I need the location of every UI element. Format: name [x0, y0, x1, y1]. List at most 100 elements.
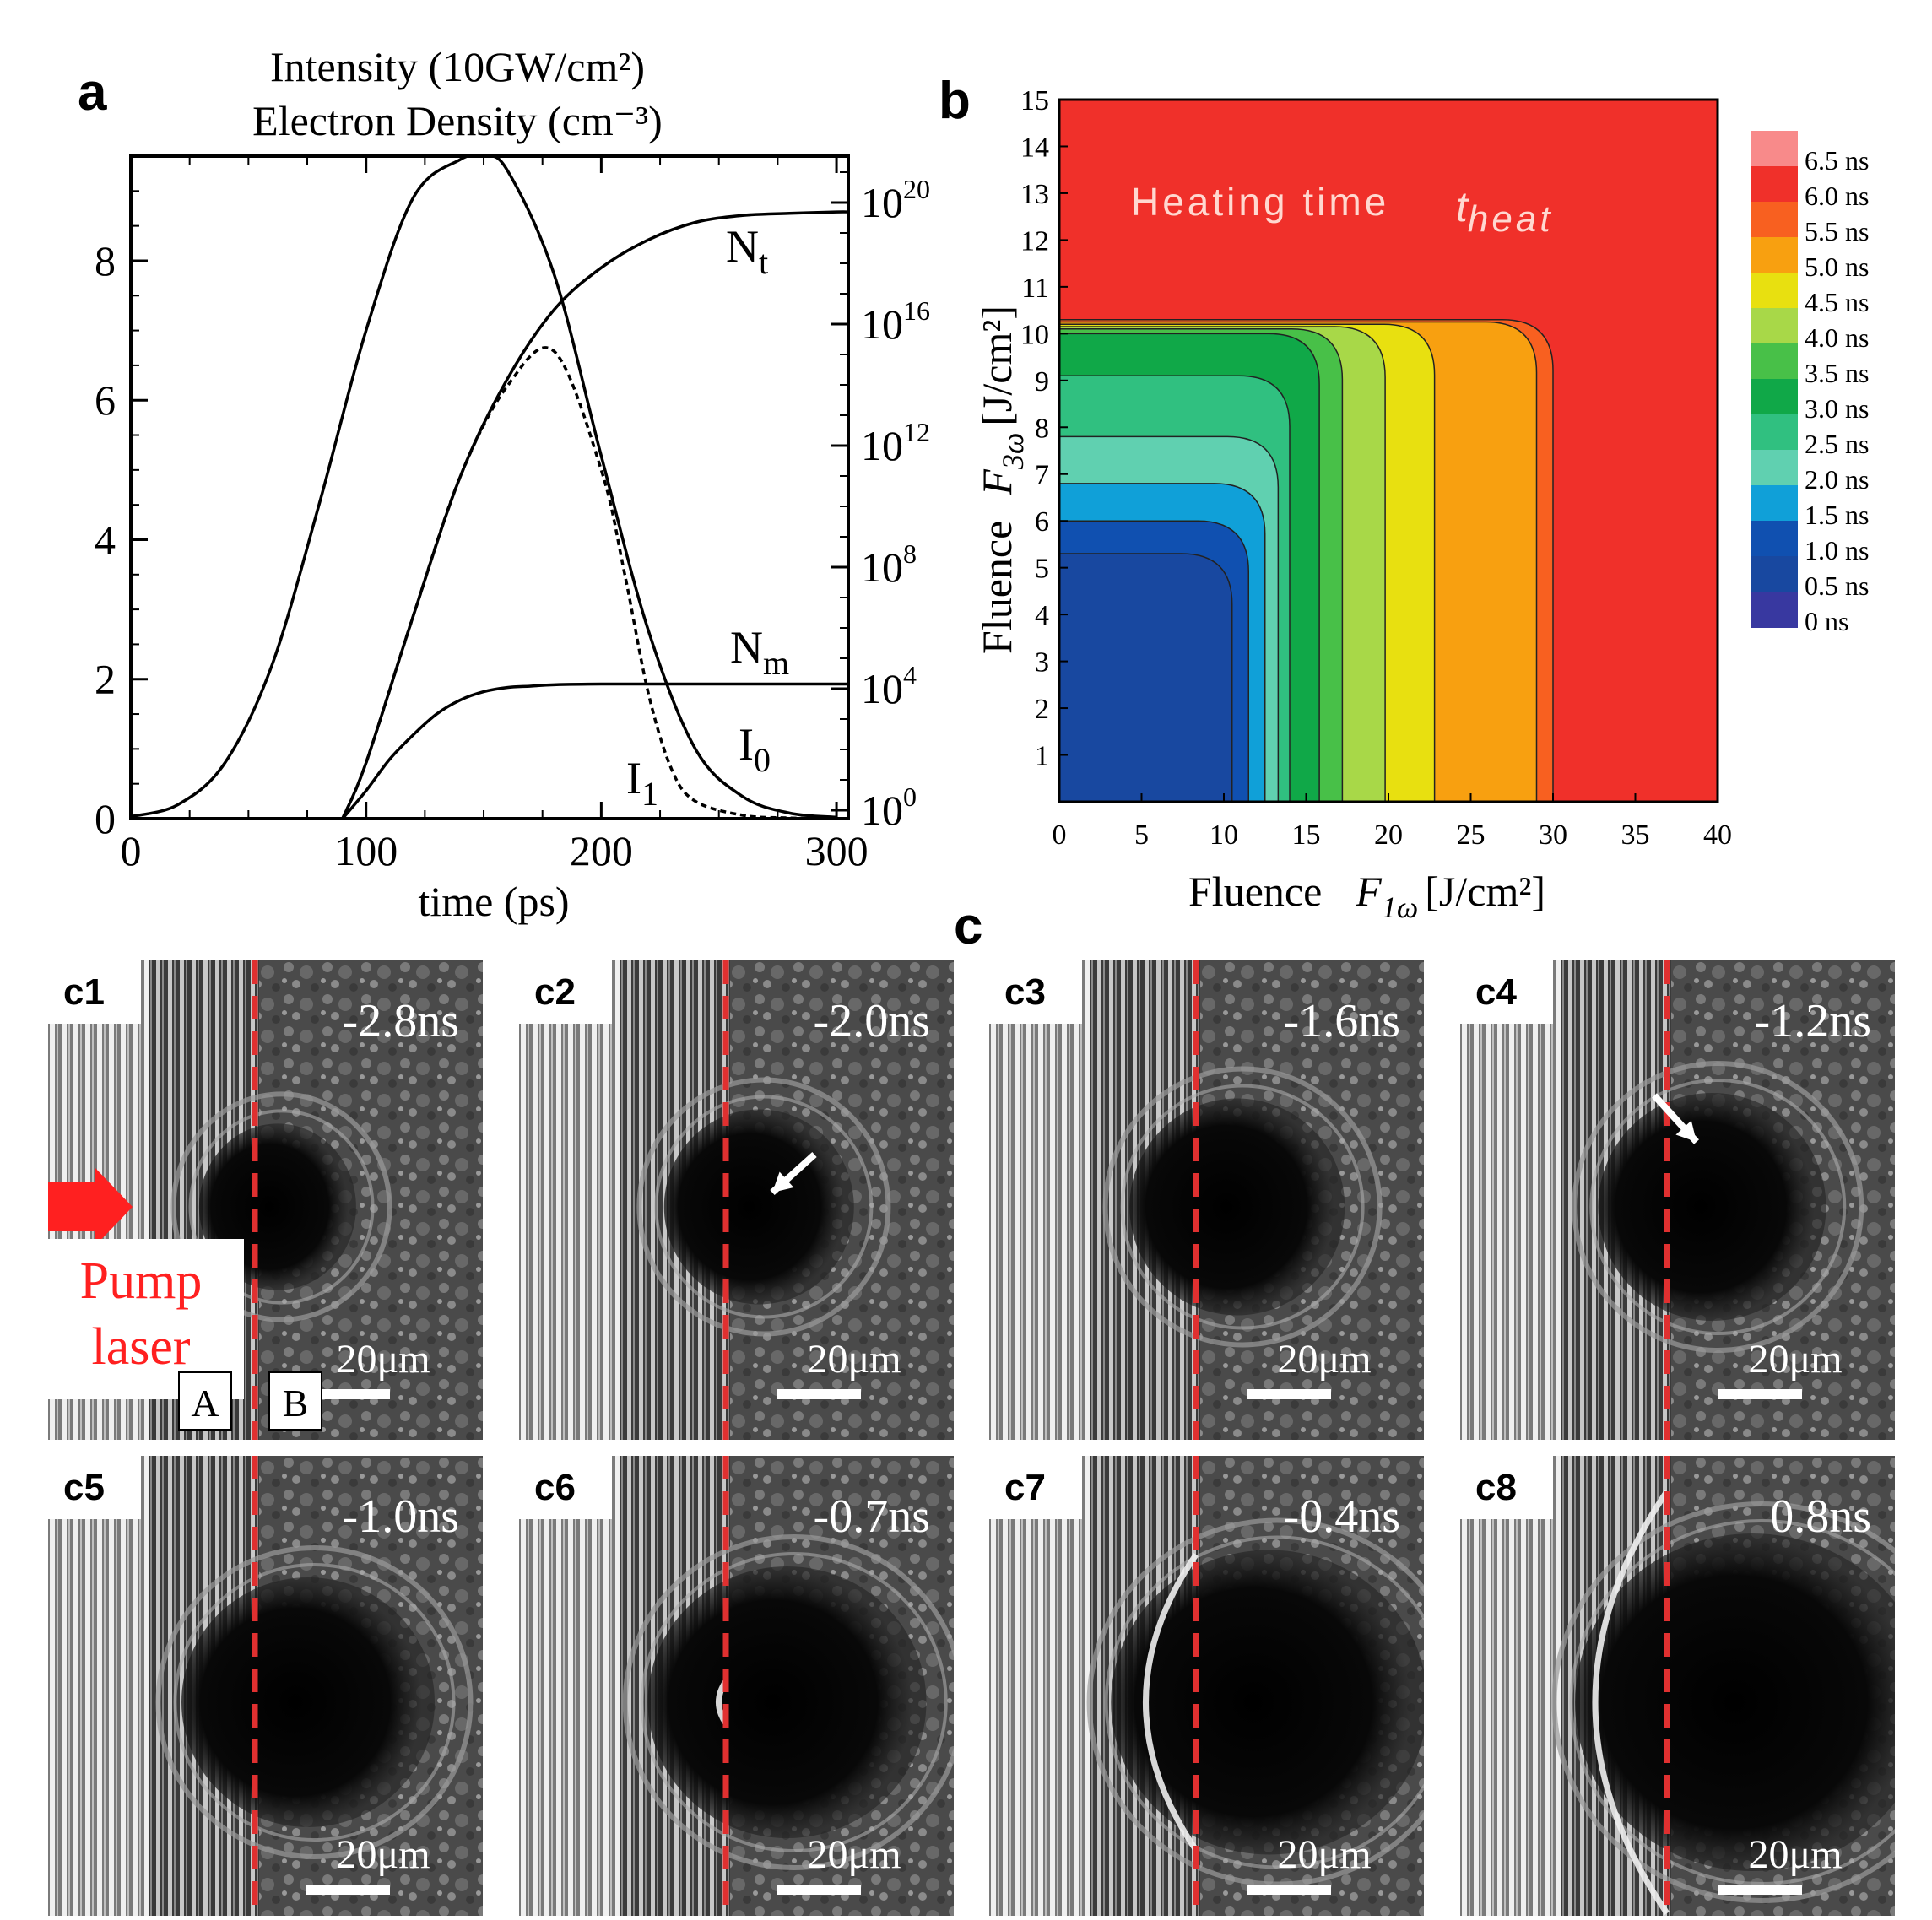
colorbar-label: 0.5 ns — [1805, 571, 1869, 601]
heating-time-symbol-sub: heat — [1468, 198, 1554, 240]
series-label-Nm: Nm — [730, 622, 789, 682]
colorbar-label: 1.5 ns — [1805, 500, 1869, 530]
frame-time: -2.8ns — [343, 995, 459, 1047]
panel-b-label: b — [939, 72, 971, 130]
panel-b-x-symbol-sub: 1ω — [1382, 890, 1418, 924]
series-line-Nm — [343, 684, 848, 819]
frame-time: -1.6ns — [1284, 995, 1400, 1047]
b-x-tick-label: 25 — [1457, 819, 1486, 851]
panel-a-title-line1: Intensity (10GW/cm²) — [270, 43, 645, 90]
panel-a-chart: a Intensity (10GW/cm²) Electron Density … — [78, 43, 930, 925]
colorbar-swatch — [1751, 485, 1798, 522]
panel-b-y-axis-label: FluenceF3ω[J/cm²] — [973, 306, 1030, 654]
frame-time: -1.0ns — [343, 1490, 459, 1543]
frame-label: c8 — [1475, 1467, 1517, 1508]
colorbar-label: 3.5 ns — [1805, 358, 1869, 388]
panel-a-label: a — [78, 63, 107, 122]
y-tick-label: 8 — [95, 237, 116, 284]
frame-label: c2 — [534, 971, 576, 1013]
b-x-tick-label: 15 — [1292, 819, 1321, 851]
frame-scalebar-label: 20μm — [336, 1832, 430, 1877]
panel-b-y-label-word: Fluence — [973, 521, 1020, 654]
contour-region-0-5-ns — [1059, 554, 1232, 802]
b-x-tick-label: 0 — [1053, 819, 1067, 851]
colorbar-swatch — [1751, 131, 1798, 167]
b-x-tick-label: 10 — [1210, 819, 1238, 851]
panel-b-y-unit: [J/cm²] — [973, 306, 1020, 426]
right-tick-base: 10 — [861, 300, 903, 348]
panel-a-title-line2: Electron Density (cm⁻³) — [252, 97, 663, 144]
colorbar-swatch — [1751, 450, 1798, 486]
series-label-sub: t — [759, 243, 768, 281]
colorbar-label: 5.0 ns — [1805, 251, 1869, 282]
right-tick-exponent: 20 — [903, 174, 930, 204]
right-tick-label: 108 — [861, 538, 917, 591]
frame-label: c5 — [63, 1467, 105, 1508]
series-line-Nt — [343, 212, 848, 819]
right-tick-exponent: 8 — [903, 538, 917, 569]
colorbar-swatch — [1751, 202, 1798, 238]
y-tick-label: 4 — [95, 516, 116, 563]
frame-c5: c5 -1.0ns 20μm — [48, 1456, 483, 1916]
colorbar-label: 6.0 ns — [1805, 181, 1869, 211]
frame-bright-fringes — [989, 1456, 1095, 1916]
right-tick-base: 10 — [861, 422, 903, 469]
frame-label: c6 — [534, 1467, 576, 1508]
frame-bright-fringes — [1460, 1456, 1566, 1916]
panel-a-x-axis-label: time (ps) — [418, 878, 569, 925]
right-tick-base: 10 — [861, 179, 903, 226]
pump-label-line2: laser — [91, 1318, 190, 1376]
pump-label-line1: Pump — [80, 1252, 203, 1310]
frame-time: 0.8ns — [1770, 1490, 1871, 1543]
frame-scalebar-label: 20μm — [1748, 1337, 1842, 1382]
series-label-main: N — [726, 221, 759, 272]
y-tick-label: 2 — [95, 656, 116, 703]
series-label-Nt: Nt — [726, 221, 768, 281]
frame-bubble — [1575, 1533, 1929, 1871]
b-y-tick-label: 13 — [1020, 179, 1049, 210]
colorbar-label: 5.5 ns — [1805, 216, 1869, 246]
x-tick-label: 100 — [334, 827, 398, 874]
frame-bubble — [1599, 1093, 1826, 1321]
right-tick-exponent: 4 — [903, 660, 917, 690]
colorbar-label: 0 ns — [1805, 606, 1848, 636]
series-label-main: I — [626, 753, 641, 803]
frame-time: -0.4ns — [1284, 1490, 1400, 1543]
b-y-tick-label: 11 — [1021, 273, 1049, 304]
b-y-tick-label: 4 — [1035, 600, 1049, 631]
frame-bright-fringes — [48, 1456, 154, 1916]
right-tick-base: 10 — [861, 787, 903, 834]
colorbar-label: 1.0 ns — [1805, 535, 1869, 565]
frame-bright-fringes — [1460, 960, 1566, 1440]
panel-b-x-unit: [J/cm²] — [1425, 868, 1545, 915]
frame-bubble — [1111, 1550, 1427, 1855]
colorbar-swatch — [1751, 166, 1798, 203]
y-tick-label: 0 — [95, 795, 116, 842]
colorbar-swatch — [1751, 343, 1798, 380]
frame-scalebar — [777, 1885, 861, 1895]
colorbar-swatch — [1751, 521, 1798, 557]
colorbar-label: 2.0 ns — [1805, 464, 1869, 495]
b-x-tick-label: 40 — [1703, 819, 1732, 851]
frame-scalebar-label: 20μm — [336, 1337, 430, 1382]
region-b-label: B — [283, 1382, 309, 1425]
colorbar-swatch — [1751, 273, 1798, 309]
frame-bubble — [181, 1577, 435, 1827]
frame-scalebar — [1718, 1389, 1802, 1399]
frame-time: -0.7ns — [814, 1490, 930, 1543]
series-label-I1: I1 — [626, 753, 658, 813]
colorbar-swatch — [1751, 556, 1798, 592]
series-label-sub: 1 — [641, 775, 658, 813]
right-tick-label: 100 — [861, 782, 917, 834]
frame-scalebar — [1247, 1885, 1331, 1895]
frame-scalebar — [777, 1389, 861, 1399]
colorbar-label: 3.0 ns — [1805, 393, 1869, 424]
frame-scalebar-label: 20μm — [1277, 1832, 1371, 1877]
